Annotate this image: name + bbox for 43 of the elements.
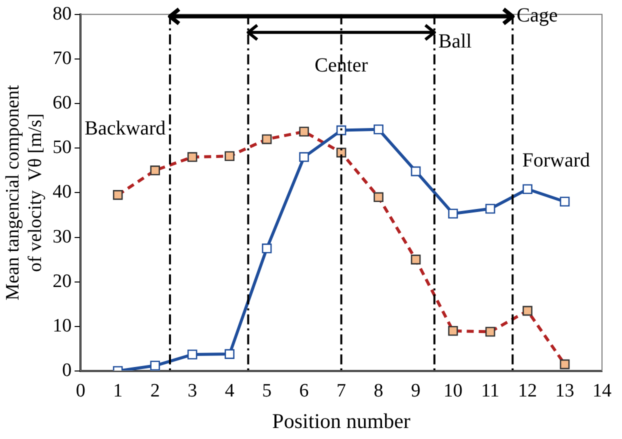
x-tick-label: 6 [299, 380, 309, 402]
y-tick-label: 70 [52, 48, 72, 69]
ref-line-label: Cage [516, 4, 558, 27]
y-tick-label: 50 [52, 137, 72, 158]
x-tick-label: 7 [336, 380, 346, 402]
x-tick-label: 2 [150, 380, 160, 402]
point [448, 208, 458, 219]
point [374, 124, 384, 134]
x-tick-label: 10 [444, 380, 463, 402]
annotation: Forward [522, 150, 590, 172]
point [522, 184, 532, 194]
x-tick-label: 4 [224, 380, 235, 402]
x-tick-label: 12 [518, 380, 538, 402]
point [299, 152, 309, 162]
x-tick-label: 14 [592, 380, 612, 402]
y-tick-label: 60 [52, 92, 72, 114]
annotation: Backward [84, 118, 166, 140]
x-tick-label: 0 [76, 380, 86, 402]
y-tick-label: 0 [62, 360, 72, 381]
y-tick-label: 40 [52, 182, 72, 203]
x-tick-label: 5 [262, 380, 272, 402]
x-tick-label: 3 [188, 380, 198, 402]
x-tick-label: 8 [374, 380, 384, 402]
point [150, 360, 160, 371]
point [336, 125, 346, 136]
x-tick-label: 1 [113, 380, 123, 402]
ref-line-label: Center [314, 54, 368, 77]
y-tick-label: 10 [52, 315, 72, 336]
x-tick-label: 9 [411, 380, 421, 402]
x-tick-label: 11 [481, 380, 500, 402]
y-tick-label: 80 [52, 3, 72, 24]
x-tick-label: 13 [555, 380, 574, 402]
y-axis-title: Mean tangencial component of velocity Vθ [m/s] [2, 84, 46, 300]
point [262, 244, 272, 254]
ref-line-label: Ball [438, 30, 472, 53]
point [485, 204, 496, 214]
point [560, 196, 570, 207]
point [410, 166, 421, 176]
point [224, 349, 234, 359]
point [187, 350, 198, 360]
y-tick-label: 30 [52, 226, 72, 248]
y-tick-label: 20 [52, 270, 72, 292]
x-axis-title: Position number [272, 408, 410, 433]
